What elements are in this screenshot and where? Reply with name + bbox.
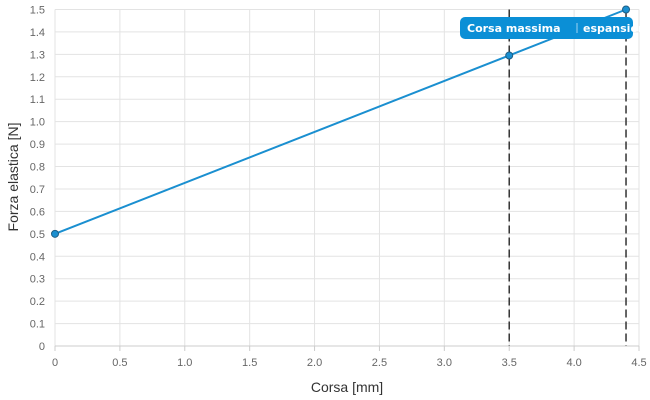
x-tick-label: 0 xyxy=(52,357,58,369)
data-point xyxy=(622,5,631,14)
x-tick-label: 4.0 xyxy=(566,357,581,369)
y-tick-label: 0.9 xyxy=(30,139,45,151)
x-axis-title: Corsa [mm] xyxy=(311,379,383,395)
y-tick-label: 0.8 xyxy=(30,162,45,174)
x-tick-label: 1.0 xyxy=(177,357,192,369)
y-tick-label: 0.3 xyxy=(30,274,45,286)
badge-background xyxy=(460,17,633,39)
x-tick-label: 3.5 xyxy=(502,357,517,369)
reference-badge: Corsa massima espansione xyxy=(460,17,650,39)
x-tick-label: 2.5 xyxy=(372,357,387,369)
y-tick-label: 0.5 xyxy=(30,229,45,241)
y-axis-title: Forza elastica [N] xyxy=(5,123,21,232)
x-tick-label: 3.0 xyxy=(437,357,452,369)
y-tick-label: 0.4 xyxy=(30,251,45,263)
y-tick-label: 0.6 xyxy=(30,206,45,218)
x-tick-label: 0.5 xyxy=(112,357,127,369)
y-axis: 0 0.1 0.2 0.3 0.4 0.5 0.6 0.7 0.8 0.9 1.0 1.1 1.2 1.3… xyxy=(30,5,45,354)
y-tick-label: 1.3 xyxy=(30,49,45,61)
y-tick-label: 1.1 xyxy=(30,94,45,106)
reference-label-corsa-massima: Corsa massima xyxy=(467,22,561,35)
y-tick-label: 0.2 xyxy=(30,296,45,308)
reference-label-espansione: espansione xyxy=(583,22,650,35)
y-tick-label: 1.5 xyxy=(30,5,45,17)
data-point xyxy=(505,51,514,60)
y-tick-label: 0 xyxy=(39,341,45,353)
x-tick-label: 2.0 xyxy=(307,357,322,369)
y-tick-label: 1.4 xyxy=(30,27,45,39)
x-axis: 0 0.5 1.0 1.5 2.0 2.5 3.0 3.5 4.0 4.5 xyxy=(52,345,647,369)
y-tick-label: 0.1 xyxy=(30,319,45,331)
y-tick-label: 1.2 xyxy=(30,72,45,84)
x-tick-label: 1.5 xyxy=(242,357,257,369)
y-tick-label: 1.0 xyxy=(30,117,45,129)
y-tick-label: 0.7 xyxy=(30,184,45,196)
x-tick-label: 4.5 xyxy=(631,357,646,369)
data-point xyxy=(51,229,59,238)
grid xyxy=(54,9,640,347)
reference-lines xyxy=(508,9,627,346)
